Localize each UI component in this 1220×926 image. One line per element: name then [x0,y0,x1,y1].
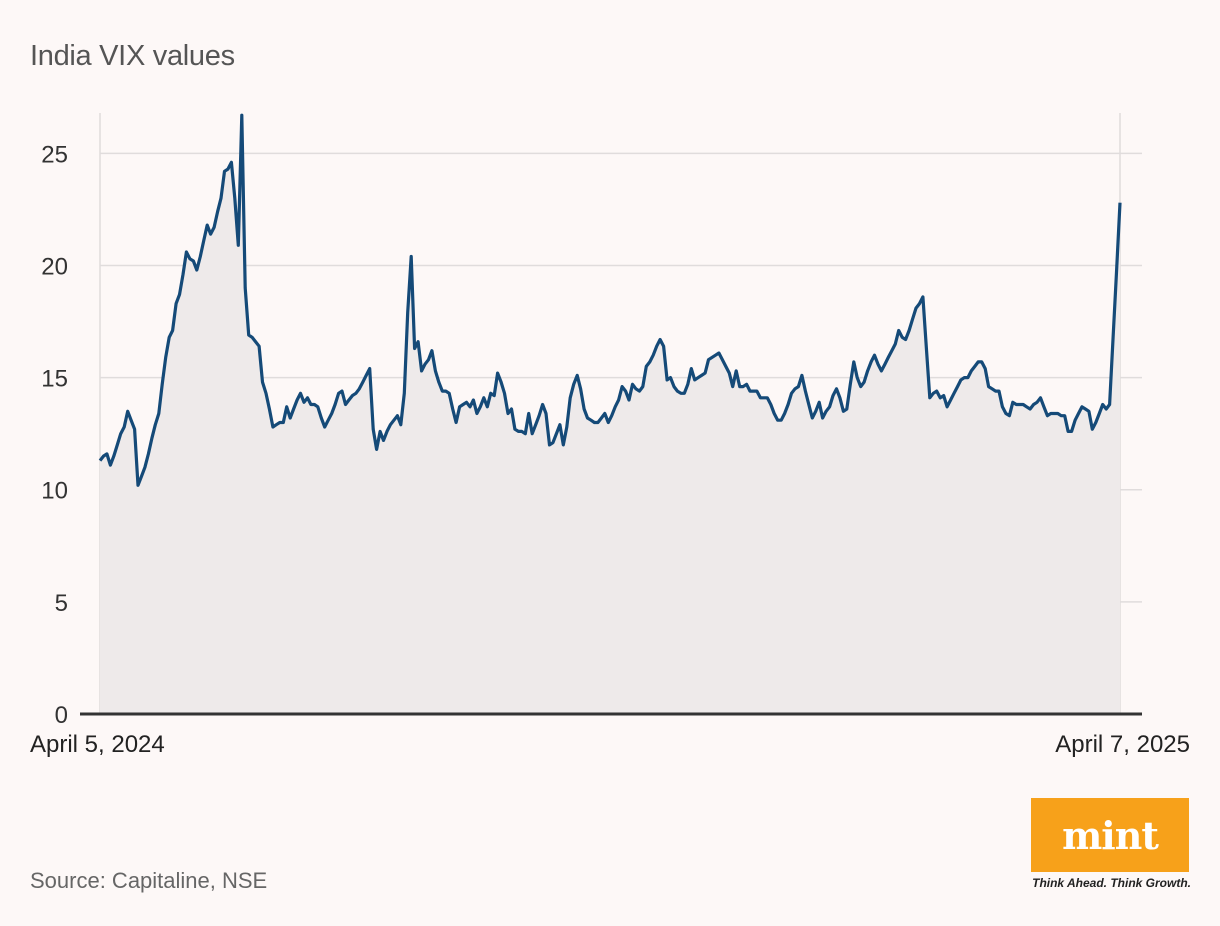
y-tick-label: 20 [41,253,68,280]
y-tick-label: 5 [55,590,68,617]
y-tick-label: 15 [41,366,68,393]
x-start-label: April 5, 2024 [30,731,165,758]
logo-tagline: Think Ahead. Think Growth. [1032,876,1191,890]
y-tick-label: 0 [55,702,68,729]
y-tick-label: 10 [41,478,68,505]
y-axis-ticks: 0 5 10 15 20 25 [41,141,68,729]
y-tick-label: 25 [41,141,68,168]
series-line [98,113,1122,487]
chart-title: India VIX values [30,40,235,72]
mint-logo: mint [1031,798,1189,872]
source-note: Source: Capitaline, NSE [30,868,268,893]
area-fill [100,115,1120,714]
logo-word: mint [1062,812,1159,858]
x-end-label: April 7, 2025 [1055,731,1190,758]
